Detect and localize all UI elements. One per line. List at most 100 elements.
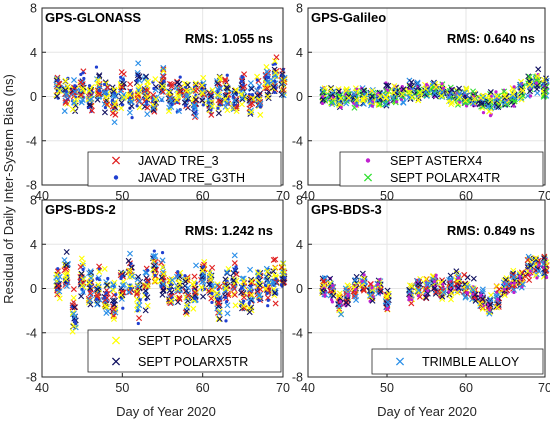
data-point (178, 75, 182, 79)
data-point (119, 94, 126, 101)
data-point (150, 107, 157, 114)
data-point (95, 77, 102, 84)
data-point (385, 82, 392, 89)
data-point (440, 82, 444, 86)
data-point (265, 88, 272, 95)
data-point (215, 297, 220, 301)
data-point (160, 66, 167, 73)
data-point (264, 93, 271, 100)
data-point (64, 83, 71, 90)
data-point (355, 104, 359, 108)
data-point (86, 87, 93, 94)
data-point (377, 101, 384, 108)
data-point (224, 319, 228, 323)
data-point (56, 86, 63, 93)
data-point (106, 276, 110, 281)
data-point (264, 79, 271, 86)
data-point (537, 263, 541, 267)
data-point (361, 87, 368, 94)
rms-annotation: RMS: 1.242 ns (185, 223, 273, 238)
data-point (216, 99, 223, 106)
data-point (168, 81, 175, 88)
data-point (88, 107, 95, 114)
data-point (98, 89, 102, 93)
data-point (199, 89, 206, 96)
data-point (353, 96, 360, 103)
data-point (248, 85, 255, 92)
data-point (209, 103, 216, 110)
panel-title: GPS-Galileo (311, 10, 386, 25)
data-point (153, 273, 157, 278)
y-tick-label: 0 (296, 282, 303, 296)
data-point (247, 301, 251, 305)
data-point (264, 85, 271, 92)
data-point (144, 111, 151, 118)
data-point (217, 76, 224, 83)
data-point (103, 94, 110, 101)
data-point (136, 321, 140, 326)
y-tick-label: 8 (30, 2, 37, 16)
data-point (266, 298, 270, 302)
data-point (390, 89, 397, 96)
data-point (328, 85, 335, 92)
data-point (222, 96, 229, 103)
data-point (152, 76, 159, 83)
data-point (54, 93, 61, 100)
data-point (144, 104, 151, 111)
data-point (192, 87, 199, 94)
data-point (103, 106, 107, 110)
data-point (167, 80, 173, 87)
data-point (406, 82, 413, 89)
data-point (272, 69, 279, 76)
data-point (128, 98, 135, 105)
x-tick-label: 60 (459, 381, 473, 395)
data-point (399, 91, 406, 98)
data-point (168, 287, 172, 291)
data-point (174, 79, 181, 86)
data-point (409, 94, 416, 101)
data-point (320, 96, 327, 103)
data-point (512, 290, 516, 295)
data-point (321, 85, 328, 92)
data-point (240, 84, 247, 91)
data-point (87, 84, 92, 88)
y-tick-label: 8 (296, 2, 303, 16)
data-point (216, 106, 220, 110)
data-point (247, 80, 254, 87)
data-point (339, 105, 343, 110)
data-point (346, 294, 350, 298)
data-point (390, 94, 397, 101)
data-point (167, 95, 174, 102)
data-point (414, 79, 421, 86)
data-point (173, 96, 180, 103)
data-point (130, 115, 134, 120)
data-point (150, 104, 157, 111)
y-tick-label: 8 (30, 194, 37, 208)
data-point (183, 104, 187, 108)
data-point (159, 83, 166, 90)
legend-label: JAVAD TRE_G3TH (138, 171, 245, 185)
data-point (273, 90, 277, 94)
data-point (241, 75, 245, 79)
data-point (183, 93, 190, 100)
y-tick-label: 0 (296, 90, 303, 104)
data-point (382, 95, 389, 102)
data-point (111, 101, 118, 108)
data-point (320, 101, 325, 106)
data-point (534, 81, 539, 85)
x-tick-label: 50 (380, 381, 394, 395)
data-point (376, 282, 380, 286)
data-point (120, 80, 127, 87)
data-point (369, 93, 376, 100)
data-point (128, 89, 133, 93)
data-point (233, 267, 237, 271)
data-point (215, 110, 222, 117)
data-point (386, 88, 390, 92)
data-point (136, 83, 143, 90)
legend: SEPT ASTERX4 SEPT POLARX4TR (339, 151, 544, 187)
data-point (415, 97, 422, 104)
data-point (528, 269, 532, 273)
data-point (242, 299, 246, 303)
data-point (165, 108, 172, 115)
